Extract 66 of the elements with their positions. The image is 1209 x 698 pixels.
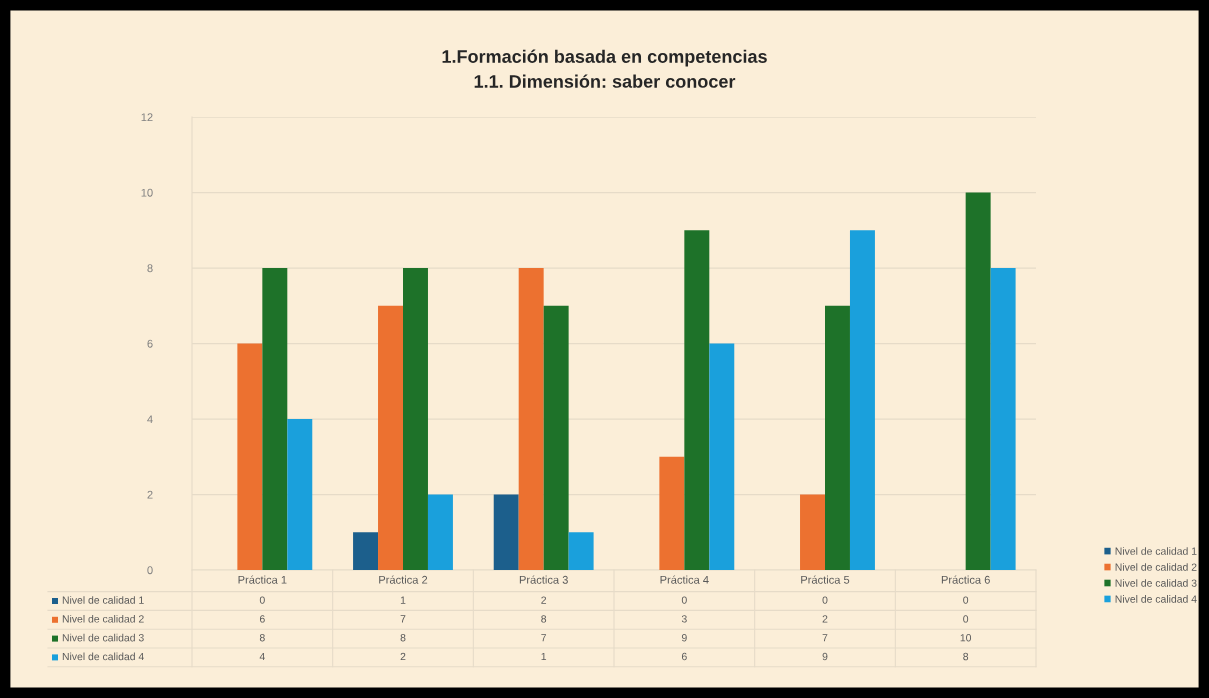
data-label: 8 (541, 615, 547, 623)
x-tick-label: Práctica 1 (238, 575, 287, 584)
bar (543, 305, 569, 570)
bar (965, 192, 991, 570)
bar (825, 305, 850, 570)
data-label: 1 (400, 596, 406, 604)
y-tick-label: 6 (147, 339, 153, 348)
bar (849, 230, 875, 570)
text: Nivel de calidad 1 (1115, 547, 1197, 555)
bar (353, 532, 379, 570)
data-label: 0 (822, 596, 828, 604)
bar (990, 268, 1016, 570)
y-tick-label: 4 (147, 415, 153, 424)
data-label: 3 (681, 615, 687, 623)
text: Nivel de calidad 3 (62, 633, 144, 642)
bar (800, 494, 825, 570)
bar (518, 268, 544, 570)
y-tick-label: 10 (141, 188, 153, 197)
data-label: 7 (400, 615, 406, 623)
legend-label: Nivel de calidad 3 (1115, 579, 1197, 587)
y-tick-label: 12 (141, 113, 153, 122)
text: Nivel de calidad 2 (1115, 563, 1197, 571)
bar (427, 494, 453, 570)
y-tick-label: 8 (147, 264, 153, 273)
bar (568, 532, 594, 570)
data-label: 0 (963, 596, 969, 604)
data-label: 4 (259, 652, 265, 661)
x-tick-label: Práctica 5 (801, 575, 850, 584)
data-label: 10 (960, 634, 972, 642)
text: Nivel de calidad 4 (62, 652, 144, 661)
x-tick-label: Práctica 3 (519, 575, 568, 584)
data-label: 2 (541, 596, 547, 604)
bar (237, 343, 263, 570)
legend-label: Nivel de calidad 1 (62, 596, 144, 604)
x-tick-label: Práctica 6 (941, 575, 990, 584)
bar (493, 494, 519, 570)
data-label: 6 (259, 615, 265, 623)
data-label: 9 (822, 652, 828, 661)
data-label: 0 (259, 596, 265, 604)
data-label: 2 (400, 652, 406, 661)
bar (709, 343, 735, 570)
x-tick-label: Práctica 2 (379, 575, 428, 584)
data-label: 0 (681, 596, 687, 604)
bar (403, 268, 428, 570)
bar (287, 419, 313, 570)
data-label: 8 (963, 652, 969, 661)
data-label: 8 (400, 634, 406, 642)
data-label: 9 (681, 634, 687, 642)
bar (378, 305, 403, 570)
bar (684, 230, 710, 570)
data-label: 1 (541, 652, 547, 661)
data-label: 2 (822, 615, 828, 623)
y-tick-label: 0 (147, 566, 153, 575)
chart-title: 1.Formación basada en competencias (442, 49, 767, 67)
data-label: 7 (541, 634, 547, 642)
bar (262, 268, 288, 570)
x-tick-label: Práctica 4 (660, 575, 709, 584)
legend-label: Nivel de calidad 4 (1115, 595, 1197, 603)
y-tick-label: 2 (147, 490, 153, 499)
data-label: 6 (681, 652, 687, 661)
bar (659, 456, 685, 570)
data-label: 7 (822, 634, 828, 642)
chart-subtitle: 1.1. Dimensión: saber conocer (474, 74, 736, 88)
data-label: 8 (259, 634, 265, 642)
legend-label: Nivel de calidad 2 (62, 614, 144, 623)
data-label: 0 (963, 615, 969, 623)
